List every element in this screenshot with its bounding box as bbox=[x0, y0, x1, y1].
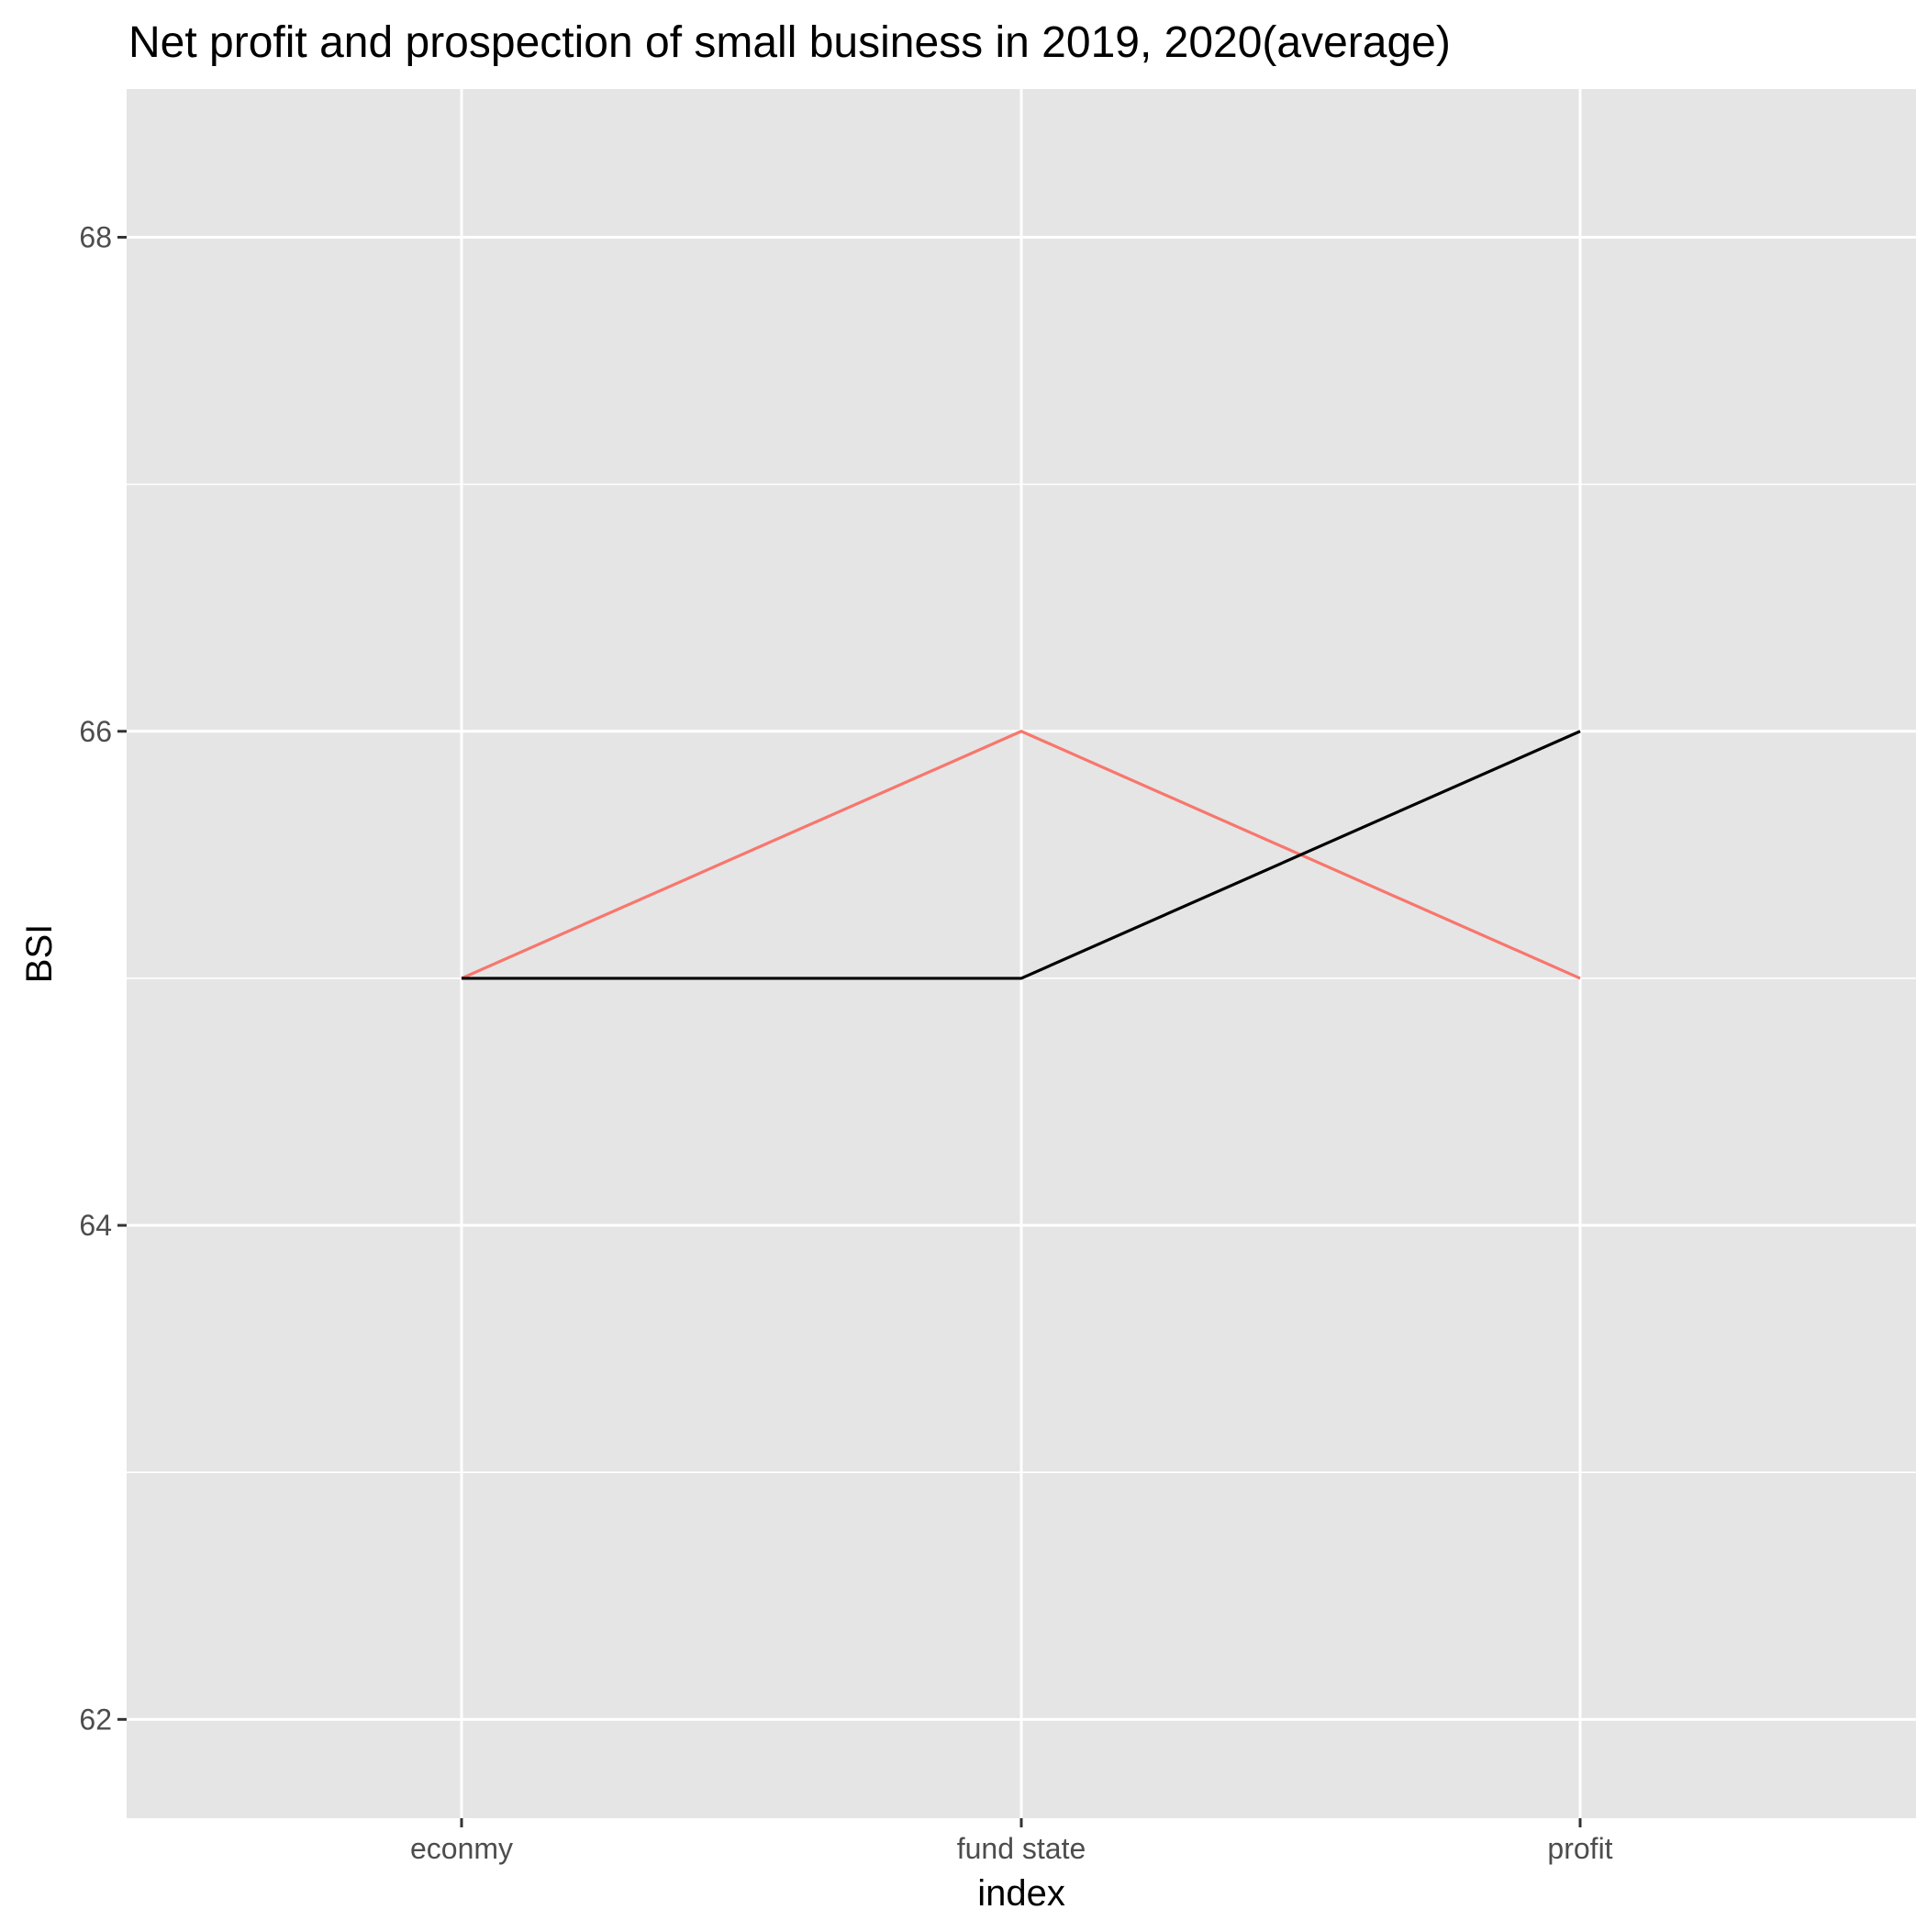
y-axis-title: BSI bbox=[19, 924, 60, 983]
series-lines bbox=[461, 730, 1581, 980]
x-tick-label: fund state bbox=[957, 1832, 1086, 1865]
y-tick-label: 66 bbox=[79, 715, 112, 748]
y-tick-label: 68 bbox=[79, 220, 112, 253]
chart-title: Net profit and prospection of small busi… bbox=[128, 18, 1451, 67]
series-line-1 bbox=[461, 730, 1581, 980]
series-line-2 bbox=[462, 730, 1581, 980]
x-tick-label: econmy bbox=[410, 1832, 513, 1865]
y-tick-label: 62 bbox=[79, 1703, 112, 1736]
x-tick-label: profit bbox=[1547, 1832, 1612, 1865]
axes: 62 64 66 68 econmy fund state profit bbox=[79, 220, 1612, 1865]
y-tick-label: 64 bbox=[79, 1209, 112, 1242]
x-axis-title: index bbox=[977, 1873, 1065, 1914]
